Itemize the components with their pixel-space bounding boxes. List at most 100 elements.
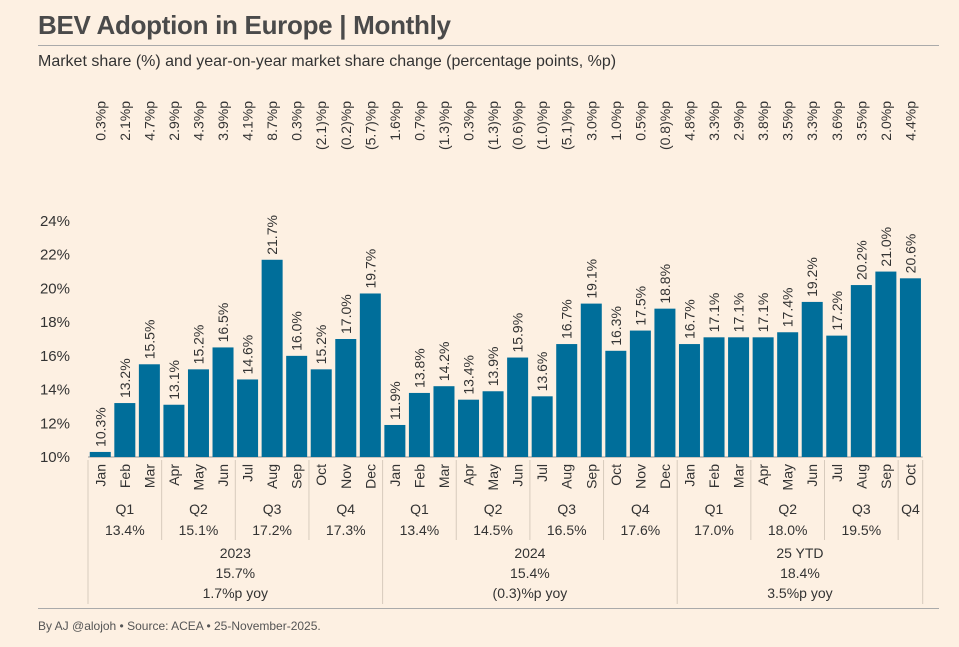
month-label: Oct <box>313 464 329 486</box>
month-label: Aug <box>853 464 869 489</box>
month-label: Sep <box>289 464 305 489</box>
yoy-change-label: 1.0%p <box>608 101 624 141</box>
quarter-label: Q1 <box>410 501 429 517</box>
yoy-change-label: 1.6%p <box>387 101 403 141</box>
y-tick-label: 18% <box>40 314 70 331</box>
bar-value-label: 10.3% <box>92 407 108 447</box>
chart-title: BEV Adoption in Europe | Monthly <box>38 10 451 40</box>
month-label: Jun <box>510 464 526 487</box>
bar <box>114 403 136 457</box>
bar <box>359 293 381 457</box>
bar-value-label: 21.0% <box>878 227 894 267</box>
quarter-label: Q3 <box>263 501 282 517</box>
bar-value-label: 20.2% <box>853 240 869 280</box>
bar-value-label: 17.1% <box>731 293 747 333</box>
quarter-label: Q1 <box>115 501 134 517</box>
bar-value-label: 19.2% <box>804 257 820 297</box>
bar <box>826 335 848 457</box>
bar <box>605 350 627 457</box>
bar-value-label: 16.3% <box>608 306 624 346</box>
month-label: Aug <box>559 464 575 489</box>
month-label: Jun <box>804 464 820 487</box>
bar-value-label: 13.1% <box>166 360 182 400</box>
yoy-change-label: 0.5%p <box>632 101 648 141</box>
quarter-share-label: 14.5% <box>473 522 513 538</box>
month-label: May <box>190 464 206 490</box>
bar <box>580 303 602 457</box>
yoy-change-label: 3.3%p <box>706 101 722 141</box>
y-tick-label: 10% <box>40 449 70 466</box>
month-label: Apr <box>755 464 771 486</box>
bar <box>89 451 111 457</box>
bar-value-label: 17.2% <box>829 291 845 331</box>
quarter-label: Q2 <box>189 501 208 517</box>
quarter-label: Q2 <box>778 501 797 517</box>
month-label: Jan <box>681 464 697 487</box>
bar-value-label: 15.5% <box>141 320 157 360</box>
yoy-change-label: 0.7%p <box>411 101 427 141</box>
bar-value-label: 21.7% <box>264 215 280 255</box>
bar <box>408 392 430 457</box>
yoy-change-label: 0.3%p <box>92 101 108 141</box>
bar-value-label: 11.9% <box>387 381 403 420</box>
yoy-change-label: 2.1%p <box>117 101 133 141</box>
yoy-change-label: 3.6%p <box>829 101 845 141</box>
y-tick-label: 24% <box>40 213 70 230</box>
bar <box>654 308 676 457</box>
bar-value-label: 13.6% <box>534 352 550 392</box>
quarter-share-label: 18.0% <box>768 522 808 538</box>
bar-value-label: 16.5% <box>215 303 231 343</box>
year-label: 25 YTD <box>776 545 823 561</box>
bar-value-label: 18.8% <box>657 264 673 304</box>
quarter-share-label: 17.0% <box>694 522 734 538</box>
year-label: 2024 <box>514 545 545 561</box>
month-label: Oct <box>902 464 918 486</box>
bar <box>237 379 259 457</box>
bar-value-label: 13.4% <box>461 355 477 395</box>
quarter-share-label: 16.5% <box>547 522 587 538</box>
month-label: Aug <box>264 464 280 489</box>
quarter-share-label: 13.4% <box>105 522 145 538</box>
y-tick-label: 22% <box>40 247 70 264</box>
yoy-change-label: 4.4%p <box>902 101 918 141</box>
bar-value-label: 14.2% <box>436 341 452 381</box>
month-label: Oct <box>608 464 624 486</box>
yoy-change-label: 4.1%p <box>240 101 256 141</box>
y-tick-label: 14% <box>40 382 70 399</box>
yoy-change-label: 4.3%p <box>190 101 206 141</box>
bar-value-label: 15.9% <box>510 313 526 353</box>
month-label: Apr <box>166 464 182 486</box>
bar-value-label: 16.7% <box>681 299 697 339</box>
year-share-label: 15.4% <box>510 565 550 581</box>
footer-divider <box>38 608 939 609</box>
month-label: Sep <box>583 464 599 489</box>
year-yoy-label: 3.5%p yoy <box>767 585 832 601</box>
bar-value-label: 14.6% <box>240 335 256 375</box>
bar-value-label: 17.5% <box>632 286 648 326</box>
bar <box>286 355 308 457</box>
month-label: Jul <box>240 464 256 482</box>
yoy-change-label: 2.0%p <box>878 101 894 141</box>
yoy-change-label: (5.1)%p <box>559 101 575 150</box>
bar <box>752 337 774 457</box>
year-yoy-label: (0.3)%p yoy <box>493 585 568 601</box>
bar-value-label: 15.2% <box>313 325 329 365</box>
quarter-share-label: 15.1% <box>179 522 219 538</box>
quarter-share-label: 17.6% <box>621 522 661 538</box>
year-label: 2023 <box>220 545 251 561</box>
yoy-change-label: 3.0%p <box>583 101 599 141</box>
month-label: Feb <box>117 464 133 488</box>
yoy-change-label: (0.2)%p <box>338 101 354 150</box>
bar <box>335 339 357 457</box>
month-label: May <box>780 464 796 490</box>
month-label: Mar <box>141 464 157 488</box>
bar <box>850 285 872 457</box>
month-label: Jun <box>215 464 231 487</box>
yoy-change-label: 8.7%p <box>264 101 280 141</box>
yoy-change-label: (5.7)%p <box>362 101 378 150</box>
yoy-change-label: (0.8)%p <box>657 101 673 150</box>
quarter-label: Q4 <box>901 501 920 517</box>
y-tick-label: 16% <box>40 348 70 365</box>
yoy-change-label: 2.9%p <box>731 101 747 141</box>
